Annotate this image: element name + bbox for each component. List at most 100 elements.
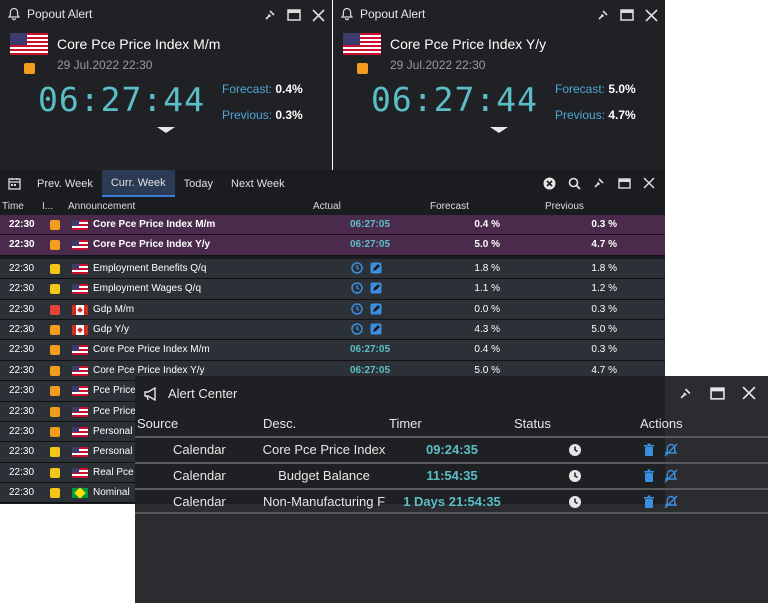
- col-source[interactable]: Source: [137, 416, 179, 431]
- importance-indicator: [50, 386, 60, 397]
- canada-flag-icon: [72, 304, 88, 315]
- row-announcement: Gdp M/m: [93, 303, 135, 315]
- canada-flag-icon: [72, 324, 88, 335]
- edit-alert-icon[interactable]: [370, 303, 382, 318]
- alert-row[interactable]: Calendar Budget Balance 11:54:35: [135, 462, 768, 488]
- col-previous[interactable]: Previous: [545, 201, 584, 212]
- popout-title: Popout Alert: [360, 7, 426, 21]
- delete-icon[interactable]: [643, 469, 655, 486]
- pin-icon[interactable]: [676, 384, 694, 402]
- expand-chevron-icon[interactable]: [490, 127, 508, 133]
- alarm-clock-icon[interactable]: [351, 302, 363, 318]
- delete-icon[interactable]: [643, 443, 655, 460]
- row-forecast: 5.0 %: [474, 364, 500, 376]
- alert-source: Calendar: [173, 494, 226, 509]
- mute-alert-icon[interactable]: [663, 494, 679, 513]
- pause-status-icon[interactable]: [568, 443, 582, 460]
- pause-status-icon[interactable]: [568, 495, 582, 512]
- maximize-icon[interactable]: [616, 175, 632, 191]
- row-announcement: Personal: [93, 446, 133, 458]
- row-announcement: Employment Wages Q/q: [93, 283, 202, 295]
- alarm-clock-icon[interactable]: [351, 262, 363, 277]
- clear-filter-icon[interactable]: [541, 175, 557, 191]
- table-row[interactable]: 22:30 Core Pce Price Index M/m 06:27:05 0.4…: [0, 215, 665, 236]
- edit-alert-icon[interactable]: [370, 262, 382, 277]
- col-forecast[interactable]: Forecast: [430, 201, 469, 212]
- table-row[interactable]: 22:30 Core Pce Price Index Y/y 06:27:05 5.0…: [0, 235, 665, 256]
- row-time: 22:30: [9, 323, 35, 335]
- alarm-clock-icon[interactable]: [351, 323, 363, 338]
- close-icon[interactable]: [641, 175, 657, 191]
- col-actual[interactable]: Actual: [313, 201, 341, 212]
- pin-icon[interactable]: [595, 7, 611, 23]
- pin-icon[interactable]: [591, 175, 607, 191]
- row-announcement: Core Pce Price Index M/m: [93, 219, 216, 230]
- row-time: 22:30: [9, 239, 35, 251]
- search-icon[interactable]: [566, 175, 582, 191]
- col-announcement[interactable]: Announcement: [68, 201, 136, 212]
- tab-today[interactable]: Today: [183, 177, 214, 190]
- alert-description: Non-Manufacturing F: [262, 494, 386, 509]
- col-actions[interactable]: Actions: [640, 416, 683, 431]
- us-flag-icon: [72, 447, 88, 458]
- row-time: 22:30: [9, 425, 35, 437]
- row-previous: 4.7 %: [591, 239, 617, 251]
- col-time[interactable]: Time: [2, 201, 24, 212]
- mute-alert-icon[interactable]: [663, 468, 679, 487]
- previous-value: 0.3%: [275, 108, 303, 122]
- popout-event-name: Core Pce Price Index Y/y: [390, 36, 547, 52]
- us-flag-icon: [72, 284, 88, 295]
- table-row[interactable]: 22:30 Gdp M/m 0.0 % 0.3 %: [0, 299, 665, 320]
- row-announcement: Core Pce Price Index Y/y: [93, 364, 205, 376]
- alert-center-column-headers: Source Desc. Timer Status Actions: [135, 416, 768, 436]
- row-announcement: Gdp Y/y: [93, 323, 129, 335]
- tab-curr-week[interactable]: Curr. Week: [101, 170, 175, 197]
- previous-line: Previous: 4.7%: [555, 108, 636, 122]
- col-timer[interactable]: Timer: [389, 416, 422, 431]
- table-row[interactable]: 22:30 Core Pce Price Index M/m 06:27:05 0.4…: [0, 340, 665, 361]
- table-row[interactable]: 22:30 Employment Benefits Q/q 1.8 % 1.8 %: [0, 258, 665, 280]
- pin-icon[interactable]: [262, 7, 278, 23]
- importance-indicator: [50, 240, 60, 251]
- table-row[interactable]: 22:30 Gdp Y/y 4.3 % 5.0 %: [0, 319, 665, 341]
- row-time: 22:30: [9, 344, 35, 356]
- alert-description: Core Pce Price Index: [262, 442, 386, 457]
- maximize-icon[interactable]: [708, 384, 726, 402]
- row-announcement: Personal: [93, 425, 133, 437]
- alert-row[interactable]: Calendar Core Pce Price Index 09:24:35: [135, 436, 768, 462]
- table-row[interactable]: 22:30 Employment Wages Q/q 1.1 % 1.2 %: [0, 279, 665, 300]
- delete-icon[interactable]: [643, 495, 655, 512]
- previous-label: Previous:: [222, 108, 273, 122]
- forecast-value: 5.0%: [608, 82, 636, 96]
- importance-indicator: [50, 447, 60, 458]
- col-status[interactable]: Status: [514, 416, 551, 431]
- importance-indicator: [357, 63, 368, 74]
- alert-center-title: Alert Center: [168, 386, 238, 401]
- close-icon[interactable]: [740, 384, 758, 402]
- row-announcement: Core Pce Price Index M/m: [93, 344, 210, 356]
- pause-status-icon[interactable]: [568, 469, 582, 486]
- calendar-icon[interactable]: [0, 177, 28, 190]
- importance-indicator: [50, 467, 60, 478]
- row-actual: 06:27:05: [349, 239, 391, 251]
- us-flag-icon: [72, 240, 88, 251]
- tab-prev-week[interactable]: Prev. Week: [37, 177, 93, 190]
- col-desc[interactable]: Desc.: [263, 416, 297, 431]
- alert-row[interactable]: Calendar Non-Manufacturing F 1 Days 21:54:…: [135, 488, 768, 514]
- close-icon[interactable]: [310, 7, 326, 23]
- maximize-icon[interactable]: [619, 7, 635, 23]
- alert-center-rows: Calendar Core Pce Price Index 09:24:35 Cale…: [135, 436, 768, 514]
- maximize-icon[interactable]: [286, 7, 302, 23]
- row-forecast: 0.0 %: [474, 303, 500, 315]
- countdown-timer: 06:27:44: [38, 80, 205, 119]
- importance-indicator: [50, 345, 60, 356]
- col-importance[interactable]: I...: [42, 201, 54, 212]
- close-icon[interactable]: [643, 7, 659, 23]
- tab-next-week[interactable]: Next Week: [231, 177, 285, 190]
- row-previous: 0.3 %: [591, 303, 617, 315]
- expand-chevron-icon[interactable]: [157, 127, 175, 133]
- edit-alert-icon[interactable]: [370, 323, 382, 338]
- mute-alert-icon[interactable]: [663, 442, 679, 461]
- alarm-clock-icon[interactable]: [351, 282, 363, 297]
- edit-alert-icon[interactable]: [370, 282, 382, 297]
